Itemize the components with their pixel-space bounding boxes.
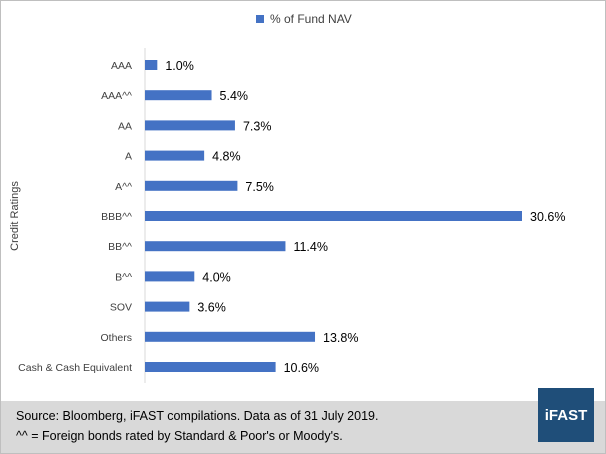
data-label: 7.5% bbox=[245, 180, 274, 194]
footnote: ^^ = Foreign bonds rated by Standard & P… bbox=[16, 429, 343, 443]
bar bbox=[145, 331, 316, 342]
bar bbox=[145, 271, 195, 282]
data-label: 7.3% bbox=[243, 119, 272, 133]
legend-swatch bbox=[256, 15, 264, 23]
y-axis-title: Credit Ratings bbox=[9, 181, 21, 251]
bar bbox=[145, 362, 276, 372]
bar bbox=[145, 120, 235, 131]
category-tick-label: BBB^^ bbox=[101, 211, 132, 223]
data-label: 1.0% bbox=[165, 59, 194, 73]
category-tick-label: AAA^^ bbox=[101, 90, 132, 102]
data-label: 3.6% bbox=[197, 301, 226, 315]
category-tick-label: SOV bbox=[110, 302, 132, 314]
bar bbox=[145, 301, 190, 312]
category-tick-label: AAA bbox=[111, 60, 132, 72]
bar bbox=[145, 241, 286, 252]
category-tick-label: BB^^ bbox=[108, 241, 132, 253]
bar bbox=[145, 90, 212, 101]
bar bbox=[145, 60, 158, 70]
category-tick-label: Cash & Cash Equivalent bbox=[18, 362, 132, 374]
data-label: 13.8% bbox=[323, 331, 358, 345]
category-tick-label: A bbox=[125, 151, 132, 163]
category-tick-label: B^^ bbox=[115, 271, 132, 283]
source-note: Source: Bloomberg, iFAST compilations. D… bbox=[16, 409, 379, 423]
bar bbox=[145, 150, 205, 161]
data-label: 4.0% bbox=[202, 270, 231, 284]
category-tick-label: Others bbox=[100, 332, 132, 344]
ifast-logo: iFAST bbox=[538, 388, 594, 442]
source-footer: Source: Bloomberg, iFAST compilations. D… bbox=[1, 401, 605, 453]
data-label: 4.8% bbox=[212, 150, 241, 164]
legend: % of Fund NAV bbox=[256, 12, 352, 26]
data-label: 10.6% bbox=[284, 361, 319, 375]
bar bbox=[145, 211, 522, 221]
data-label: 11.4% bbox=[293, 240, 328, 254]
data-label: 5.4% bbox=[220, 89, 249, 103]
category-tick-label: AA bbox=[118, 120, 132, 132]
bar-chart: AAA 1.0% AAA^^ 5.4% AA 7.3% A 4.8% A^^ 7.5% BBB^^ 3… bbox=[18, 48, 565, 383]
category-tick-label: A^^ bbox=[115, 181, 132, 193]
bar bbox=[145, 180, 238, 191]
legend-label: % of Fund NAV bbox=[270, 12, 352, 26]
data-label: 30.6% bbox=[530, 210, 565, 224]
